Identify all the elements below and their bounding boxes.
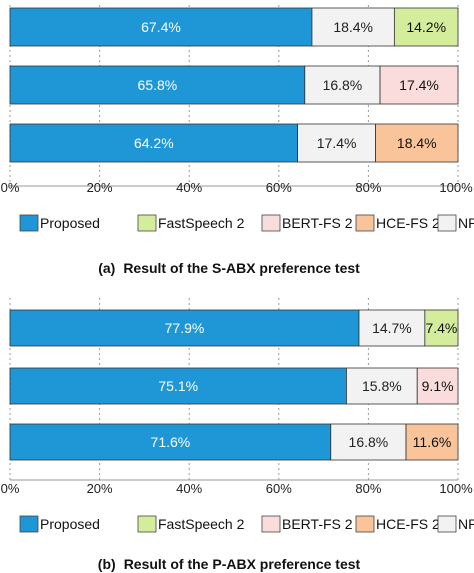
data-label-np: 14.7%: [372, 320, 412, 336]
legend-swatch-hce-fs-2: [355, 515, 375, 533]
x-tick-label: 0%: [1, 180, 20, 195]
chart-caption: (b) Result of the P-ABX preference test: [98, 556, 361, 572]
data-label-hce-fs-2: 18.4%: [397, 135, 437, 151]
x-tick-label: 80%: [355, 180, 381, 195]
legend-label-fastspeech-2: FastSpeech 2: [158, 516, 245, 532]
bar-segment-proposed: [9, 65, 306, 105]
caption-prefix: (a): [98, 260, 115, 276]
bar-segment-proposed: [9, 7, 313, 47]
bar-segment-hce-fs-2: [405, 423, 459, 461]
chart-panel-b: 77.9% 14.7% 7.4% 75.1% 15.8% 9.1% 71.6% 16.8% 11…: [1, 298, 474, 572]
chart-panel-a: 67.4% 18.4% 14.2% 65.8% 16.8% 17.4% 64.2% 17.4%…: [1, 5, 474, 276]
caption-title: Result of the P-ABX preference test: [124, 556, 361, 572]
data-label-np: 16.8%: [323, 77, 363, 93]
x-tick-label: 100%: [439, 180, 473, 195]
data-label-proposed: 75.1%: [158, 378, 198, 394]
legend-label-bert-fs-2: BERT-FS 2: [282, 215, 353, 231]
bar-segment-fastspeech-2: [393, 7, 459, 47]
legend-swatch-np: [437, 214, 457, 232]
data-label-proposed: 77.9%: [165, 320, 205, 336]
legend-swatch-hce-fs-2: [355, 214, 375, 232]
bar-segment-np: [304, 65, 381, 105]
data-label-np: 17.4%: [317, 135, 357, 151]
data-label-np: 15.8%: [362, 378, 402, 394]
legend-swatch-fastspeech-2: [137, 515, 157, 533]
chart-caption: (a) Result of the S-ABX preference test: [98, 260, 360, 276]
data-label-bert-fs-2: 9.1%: [422, 378, 454, 394]
legend-swatch-proposed: [19, 214, 39, 232]
bar-segment-np: [311, 7, 395, 47]
bar-segment-np: [358, 309, 426, 347]
data-label-proposed: 67.4%: [141, 19, 181, 35]
x-tick-label: 100%: [439, 481, 473, 496]
data-label-proposed: 71.6%: [151, 434, 191, 450]
bar-segment-np: [346, 367, 418, 405]
x-tick-label: 80%: [355, 481, 381, 496]
bar-segment-proposed: [9, 309, 360, 347]
data-label-proposed: 64.2%: [134, 135, 174, 151]
data-label-hce-fs-2: 11.6%: [413, 434, 452, 450]
x-tick-label: 20%: [87, 180, 113, 195]
caption-title: Result of the S-ABX preference test: [123, 260, 360, 276]
x-tick-label: 0%: [1, 481, 20, 496]
legend-swatch-bert-fs-2: [261, 515, 281, 533]
legend: Proposed FastSpeech 2 BERT-FS 2 HCE-FS 2 NP: [19, 515, 474, 533]
legend-label-np: NP: [458, 215, 474, 231]
legend-label-fastspeech-2: FastSpeech 2: [158, 215, 245, 231]
data-label-np: 16.8%: [349, 434, 389, 450]
legend-swatch-fastspeech-2: [137, 214, 157, 232]
bar-segment-fastspeech-2: [424, 309, 459, 347]
bar-segment-proposed: [9, 367, 347, 405]
bar-segment-proposed: [9, 423, 332, 461]
legend-label-hce-fs-2: HCE-FS 2: [376, 516, 440, 532]
bar-segment-bert-fs-2: [416, 367, 459, 405]
legend-swatch-bert-fs-2: [261, 214, 281, 232]
data-label-fastspeech-2: 14.2%: [406, 19, 446, 35]
data-label-fastspeech-2: 7.4%: [425, 320, 457, 336]
legend-swatch-np: [437, 515, 457, 533]
legend-label-bert-fs-2: BERT-FS 2: [282, 516, 353, 532]
legend-label-proposed: Proposed: [40, 215, 100, 231]
legend-label-np: NP: [458, 516, 474, 532]
x-tick-label: 60%: [266, 481, 292, 496]
data-label-proposed: 65.8%: [138, 77, 178, 93]
data-label-np: 18.4%: [333, 19, 373, 35]
bar-segment-hce-fs-2: [375, 123, 459, 163]
data-label-bert-fs-2: 17.4%: [399, 77, 439, 93]
x-tick-label: 40%: [176, 481, 202, 496]
legend-swatch-proposed: [19, 515, 39, 533]
bar-segment-np: [330, 423, 407, 461]
legend-label-hce-fs-2: HCE-FS 2: [376, 215, 440, 231]
x-tick-label: 40%: [176, 180, 202, 195]
bar-segment-bert-fs-2: [379, 65, 459, 105]
caption-prefix: (b): [98, 556, 116, 572]
legend-label-proposed: Proposed: [40, 516, 100, 532]
legend: Proposed FastSpeech 2 BERT-FS 2 HCE-FS 2 NP: [19, 214, 474, 232]
x-tick-label: 60%: [266, 180, 292, 195]
x-tick-label: 20%: [87, 481, 113, 496]
